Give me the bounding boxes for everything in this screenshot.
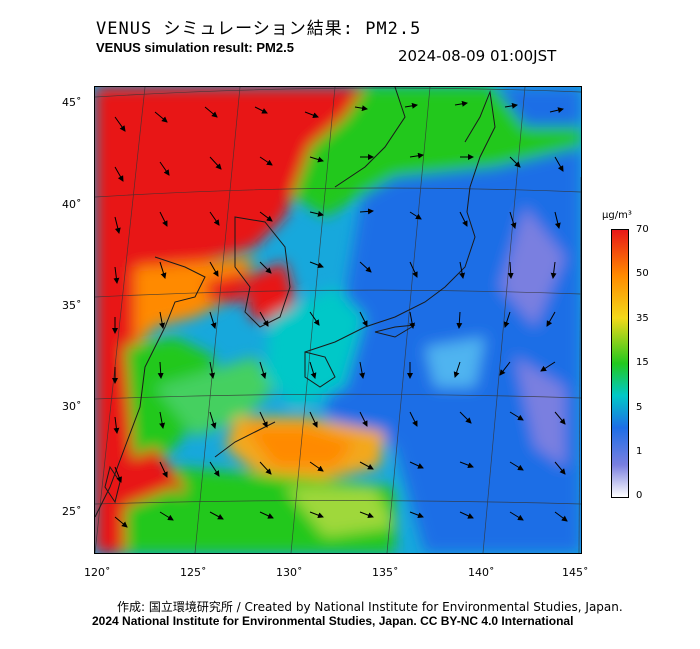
lon-label-140: 140˚ — [468, 566, 495, 579]
lat-label-40: 40˚ — [62, 198, 82, 211]
concentration-field — [95, 87, 581, 553]
timestamp: 2024-08-09 01:00JST — [398, 47, 557, 65]
lon-label-135: 135˚ — [372, 566, 399, 579]
legend-tick-50: 50 — [636, 268, 649, 279]
lon-label-130: 130˚ — [276, 566, 303, 579]
lat-label-25: 25˚ — [62, 505, 82, 518]
lon-label-120: 120˚ — [84, 566, 111, 579]
legend-unit: μg/m³ — [602, 210, 632, 221]
title-japanese: VENUS シミュレーション結果: PM2.5 — [96, 19, 422, 39]
map-canvas — [95, 87, 581, 553]
legend-tick-15: 15 — [636, 357, 649, 368]
title-english: VENUS simulation result: PM2.5 — [96, 40, 294, 55]
legend-tick-0: 0 — [636, 490, 643, 501]
lat-label-35: 35˚ — [62, 299, 82, 312]
credit-japanese: 作成: 国立環境研究所 / Created by National Instit… — [117, 600, 623, 614]
lat-label-30: 30˚ — [62, 400, 82, 413]
graticule — [95, 87, 581, 553]
pm25-map[interactable] — [94, 86, 582, 554]
lon-label-125: 125˚ — [180, 566, 207, 579]
legend-tick-1: 1 — [636, 446, 643, 457]
credit-english: 2024 National Institute for Environmenta… — [92, 614, 574, 628]
legend-tick-70: 70 — [636, 224, 649, 235]
legend-tick-35: 35 — [636, 313, 649, 324]
lat-label-45: 45˚ — [62, 96, 82, 109]
legend-colorbar — [611, 229, 629, 498]
lon-label-145: 145˚ — [562, 566, 589, 579]
wind-vectors — [112, 100, 568, 528]
legend-tick-5: 5 — [636, 402, 643, 413]
